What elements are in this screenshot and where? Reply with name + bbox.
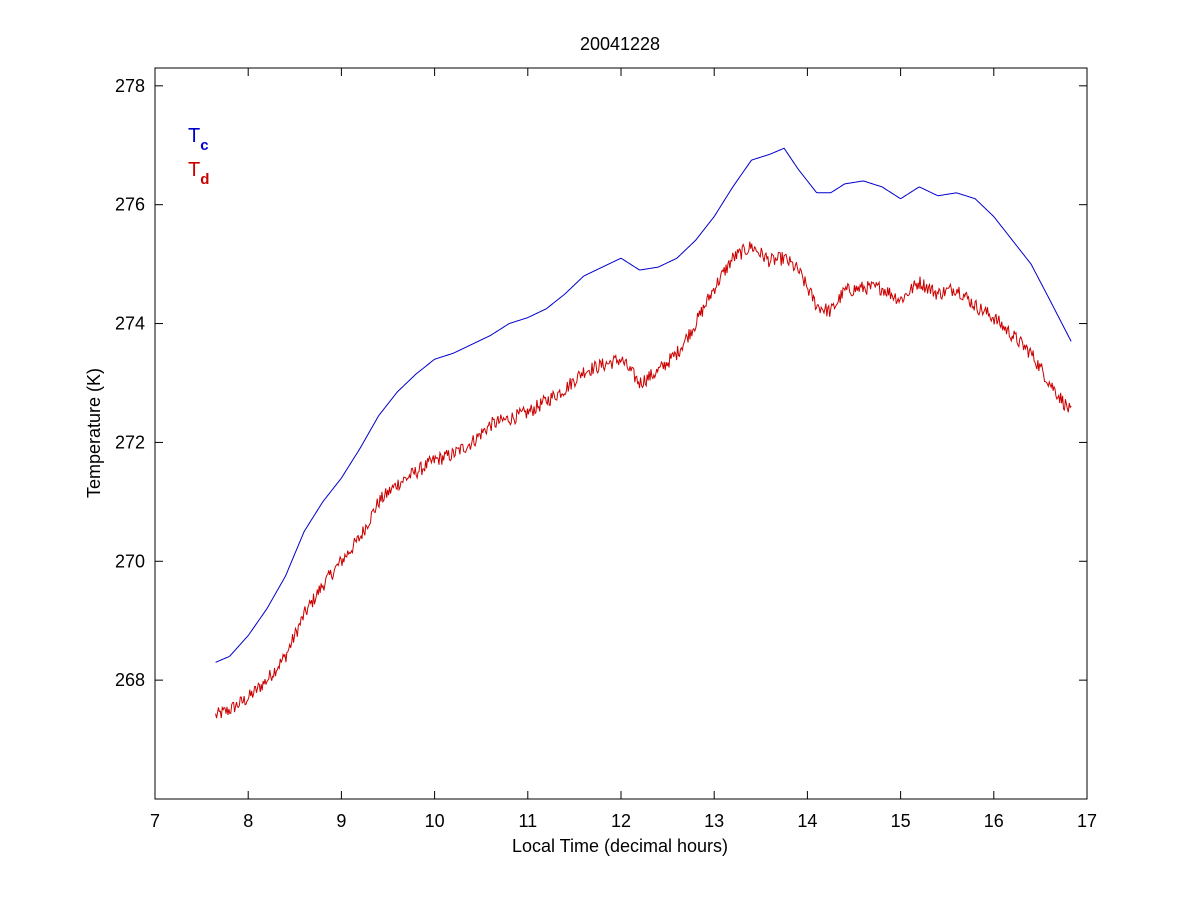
x-tick-label: 13 — [704, 811, 724, 831]
legend-subscript: d — [200, 171, 209, 188]
y-tick-label: 270 — [115, 551, 145, 571]
x-tick-label: 9 — [336, 811, 346, 831]
x-tick-label: 17 — [1077, 811, 1097, 831]
x-tick-label: 15 — [891, 811, 911, 831]
x-tick-label: 11 — [518, 811, 537, 831]
plot-area — [155, 68, 1087, 799]
x-tick-label: 8 — [243, 811, 253, 831]
legend-entry-1: Td — [188, 159, 209, 188]
y-tick-label: 272 — [115, 432, 145, 452]
plot-background — [155, 68, 1087, 799]
y-tick-label: 276 — [115, 195, 145, 215]
series-line-1 — [215, 241, 1072, 719]
x-tick-label: 7 — [150, 811, 160, 831]
chart-title: 20041228 — [580, 34, 660, 54]
series-line-0 — [215, 147, 1072, 663]
x-axis: 7 8 9 10 11 12 13 14 15 16 17 — [150, 68, 1097, 831]
x-tick-label: 16 — [984, 811, 1004, 831]
y-axis-label: Temperature (K) — [84, 368, 104, 498]
x-tick-label: 14 — [797, 811, 817, 831]
legend-label: T — [188, 159, 200, 181]
series-layer — [215, 147, 1072, 719]
y-tick-label: 268 — [115, 670, 145, 690]
y-axis: 268 270 272 274 276 278 — [115, 76, 1087, 690]
legend-label: T — [188, 125, 200, 147]
y-tick-label: 278 — [115, 76, 145, 96]
legend-subscript: c — [200, 137, 208, 154]
x-tick-label: 12 — [611, 811, 631, 831]
x-axis-label: Local Time (decimal hours) — [512, 836, 728, 856]
legend-entry-0: Tc — [188, 125, 209, 154]
x-tick-label: 10 — [425, 811, 445, 831]
y-tick-label: 274 — [115, 314, 145, 334]
